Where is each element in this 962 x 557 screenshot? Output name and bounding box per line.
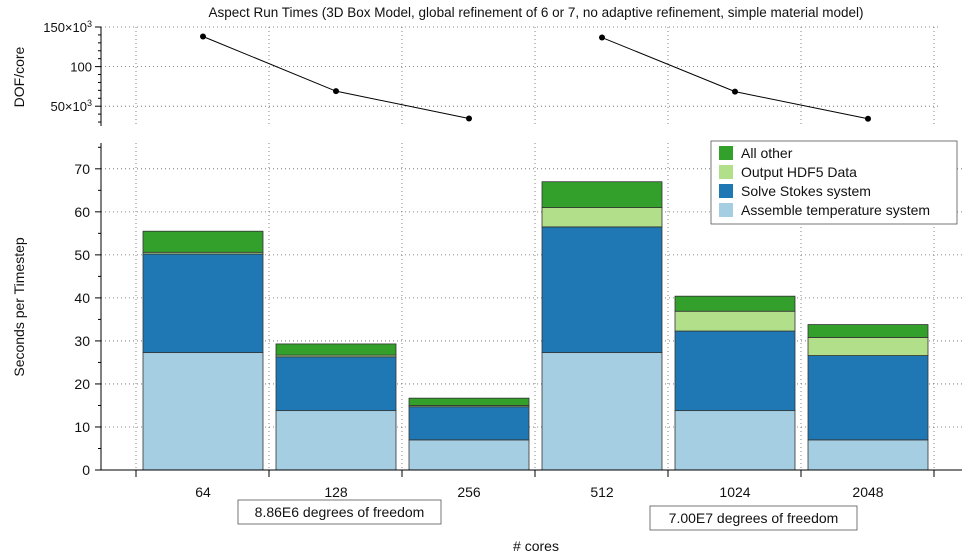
x-tick-label: 512 — [590, 484, 614, 500]
legend-label-all-other: All other — [741, 145, 793, 161]
legend-swatch-solve-stokes — [719, 184, 733, 198]
bar-segment-assemble-temperature-system-64 — [142, 352, 264, 471]
bar-segment-solve-stokes-system-128 — [275, 356, 397, 412]
bar-y-tick-label: 0 — [82, 462, 90, 478]
bar-segment-solve-stokes-system-64 — [142, 253, 264, 353]
bar-segment-all-other-1024 — [674, 295, 796, 312]
x-tick-label: 64 — [195, 484, 211, 500]
x-tick-label: 128 — [324, 484, 348, 500]
bar-segment-assemble-temperature-system-256 — [408, 439, 530, 471]
dof-point — [732, 88, 738, 95]
bar-y-tick-label: 50 — [74, 247, 90, 263]
bar-segment-assemble-temperature-system-128 — [275, 410, 397, 471]
legend-label-assemble-temperature: Assemble temperature system — [741, 202, 930, 218]
dof-tick-label: 100 — [70, 60, 92, 75]
legend-swatch-output-hdf5 — [719, 165, 733, 179]
dof-point — [865, 115, 871, 122]
bar-segment-solve-stokes-system-512 — [541, 226, 663, 353]
x-tick-label: 1024 — [719, 484, 750, 500]
bar-y-tick-label: 10 — [74, 419, 90, 435]
bar-y-tick-label: 20 — [74, 376, 90, 392]
bar-x-ticks: 64 128 256 512 1024 2048 — [135, 470, 935, 500]
bar-segment-assemble-temperature-system-512 — [541, 352, 663, 471]
dof-point — [599, 34, 605, 41]
bar-segment-solve-stokes-system-1024 — [674, 330, 796, 412]
dof-panel: 150×103 100 50×103 DOF/core — [11, 19, 940, 126]
dof-point — [466, 115, 472, 122]
bar-segment-all-other-256 — [408, 397, 530, 406]
dof-y-ticks: 150×103 100 50×103 — [43, 19, 101, 123]
chart-title: Aspect Run Times (3D Box Model, global r… — [208, 5, 863, 20]
bar-y-tick-label: 30 — [74, 333, 90, 349]
bar-segment-all-other-512 — [541, 181, 663, 208]
dof-group-label-text-1: 8.86E6 degrees of freedom — [255, 504, 425, 520]
bar-segment-assemble-temperature-system-2048 — [807, 439, 929, 471]
bar-segment-all-other-128 — [275, 343, 397, 356]
x-axis-label: # cores — [513, 538, 559, 554]
legend-swatch-all-other — [719, 146, 733, 160]
legend-item-assemble-temperature: Assemble temperature system — [719, 202, 930, 218]
bar-segment-output-hdf5-data-2048 — [807, 337, 929, 356]
dof-lines — [200, 33, 871, 122]
bar-segment-output-hdf5-data-1024 — [674, 310, 796, 332]
legend-label-solve-stokes: Solve Stokes system — [741, 183, 871, 199]
x-tick-label: 256 — [457, 484, 481, 500]
legend: All other Output HDF5 Data Solve Stokes … — [710, 140, 958, 225]
legend-item-solve-stokes: Solve Stokes system — [719, 183, 871, 199]
dof-point — [200, 33, 206, 40]
legend-item-output-hdf5: Output HDF5 Data — [719, 164, 857, 180]
bar-segment-assemble-temperature-system-1024 — [674, 410, 796, 471]
x-tick-label: 2048 — [852, 484, 883, 500]
stacked-bars — [142, 181, 929, 471]
dof-tick-label: 50×103 — [50, 98, 92, 114]
bar-segment-all-other-64 — [142, 230, 264, 253]
bar-segment-all-other-2048 — [807, 324, 929, 338]
dof-group-label-1: 8.86E6 degrees of freedom — [237, 499, 442, 525]
dof-tick-label: 150×103 — [43, 19, 92, 35]
legend-item-all-other: All other — [719, 145, 793, 161]
dof-group-label-2: 7.00E7 degrees of freedom — [649, 505, 858, 531]
dof-group-label-text-2: 7.00E7 degrees of freedom — [669, 510, 839, 526]
dof-grid — [101, 26, 940, 126]
bar-y-tick-label: 40 — [74, 290, 90, 306]
bar-segment-solve-stokes-system-2048 — [807, 355, 929, 441]
bar-y-tick-label: 60 — [74, 204, 90, 220]
legend-swatch-assemble-temperature — [719, 203, 733, 217]
bar-y-ticks: 0 10 20 30 40 50 60 70 — [74, 146, 101, 478]
bar-y-tick-label: 70 — [74, 161, 90, 177]
bar-segment-output-hdf5-data-512 — [541, 207, 663, 228]
bars-panel: 0 10 20 30 40 50 60 70 64 128 256 512 1024 2048 Seco… — [11, 143, 962, 554]
legend-label-output-hdf5: Output HDF5 Data — [741, 164, 857, 180]
bar-grid — [101, 143, 962, 470]
bar-segment-solve-stokes-system-256 — [408, 406, 530, 441]
dof-y-axis-label: DOF/core — [11, 46, 27, 107]
bar-y-axis-label: Seconds per Timestep — [11, 237, 27, 377]
dof-point — [333, 88, 339, 95]
